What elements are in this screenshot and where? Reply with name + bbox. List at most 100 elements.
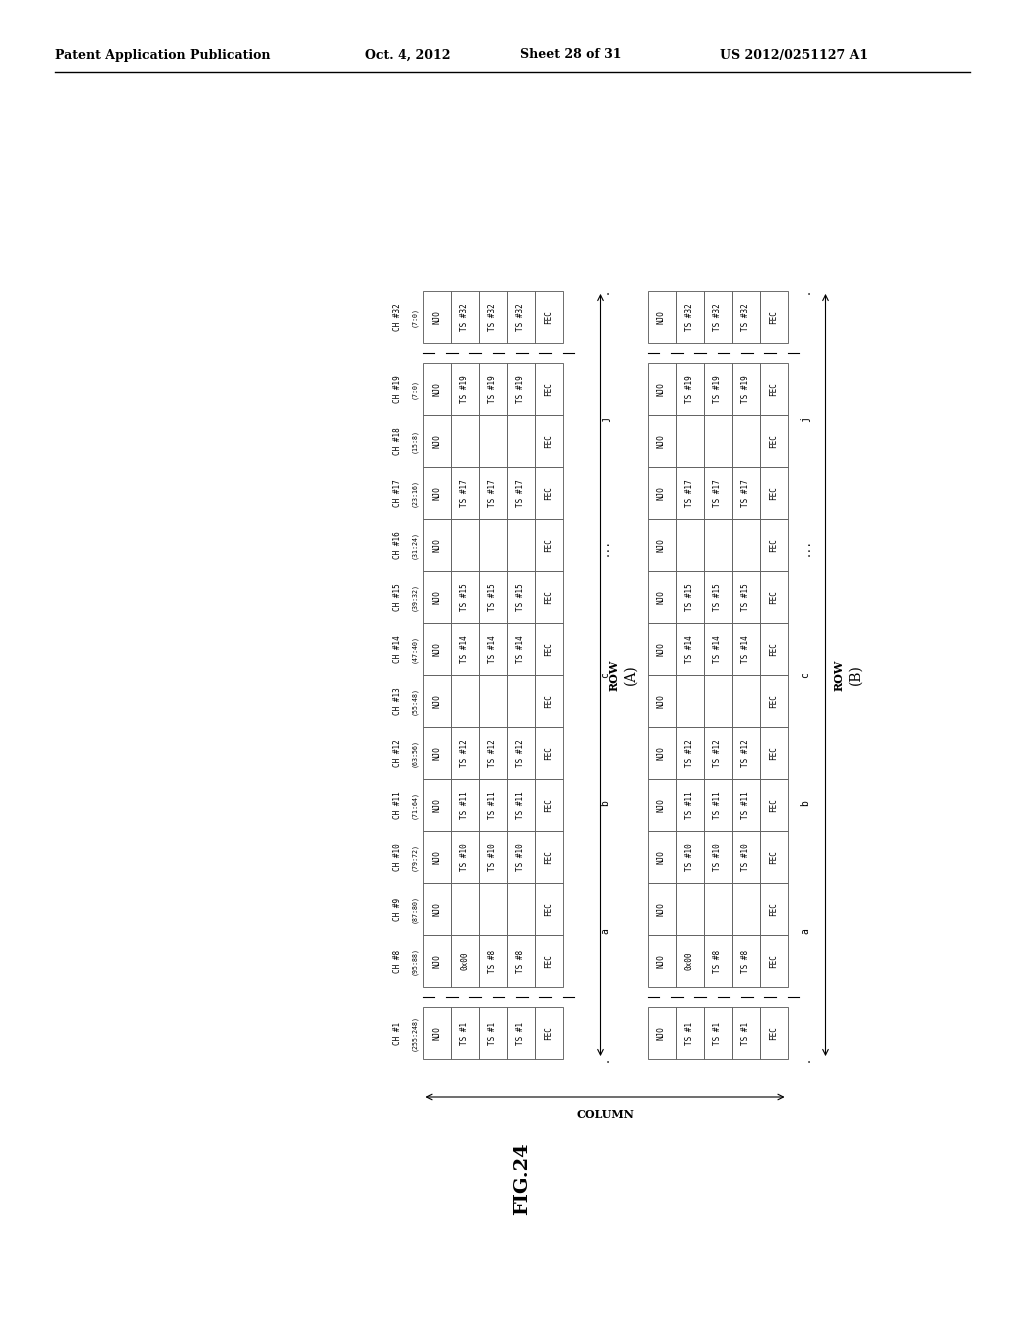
Polygon shape	[760, 1007, 787, 1059]
Text: NJO: NJO	[432, 486, 441, 500]
Text: TS #17: TS #17	[741, 479, 750, 507]
Polygon shape	[647, 414, 676, 467]
Polygon shape	[676, 572, 703, 623]
Polygon shape	[647, 572, 676, 623]
Text: NJO: NJO	[432, 590, 441, 605]
Text: (7:0): (7:0)	[412, 379, 418, 399]
Polygon shape	[451, 467, 478, 519]
Polygon shape	[478, 1007, 507, 1059]
Polygon shape	[760, 363, 787, 414]
Polygon shape	[703, 467, 731, 519]
Text: TS #19: TS #19	[741, 375, 750, 403]
Polygon shape	[535, 832, 562, 883]
Polygon shape	[760, 832, 787, 883]
Polygon shape	[535, 363, 562, 414]
Polygon shape	[760, 572, 787, 623]
Text: (63:56): (63:56)	[412, 739, 418, 767]
Polygon shape	[507, 623, 535, 675]
Polygon shape	[647, 290, 676, 343]
Polygon shape	[451, 363, 478, 414]
Polygon shape	[535, 1007, 562, 1059]
Polygon shape	[507, 467, 535, 519]
Polygon shape	[731, 935, 760, 987]
Polygon shape	[478, 414, 507, 467]
Text: FEC: FEC	[544, 902, 553, 916]
Text: FIG.24: FIG.24	[513, 1143, 531, 1216]
Polygon shape	[451, 675, 478, 727]
Text: TS #32: TS #32	[713, 304, 722, 331]
Text: c: c	[600, 672, 610, 678]
Polygon shape	[535, 727, 562, 779]
Polygon shape	[703, 414, 731, 467]
Text: CH #13: CH #13	[393, 688, 402, 715]
Polygon shape	[478, 623, 507, 675]
Polygon shape	[647, 832, 676, 883]
Polygon shape	[451, 519, 478, 572]
Text: .: .	[801, 1056, 811, 1061]
Text: (39:32): (39:32)	[412, 583, 418, 611]
Text: NJO: NJO	[432, 799, 441, 812]
Polygon shape	[703, 623, 731, 675]
Text: .: .	[600, 288, 610, 294]
Text: FEC: FEC	[544, 850, 553, 863]
Polygon shape	[535, 572, 562, 623]
Text: FEC: FEC	[769, 799, 778, 812]
Text: CH #12: CH #12	[393, 739, 402, 767]
Polygon shape	[703, 675, 731, 727]
Text: c: c	[801, 672, 811, 678]
Text: NJO: NJO	[432, 694, 441, 708]
Text: FEC: FEC	[544, 381, 553, 396]
Text: TS #19: TS #19	[460, 375, 469, 403]
Text: TS #10: TS #10	[685, 843, 694, 871]
Text: ...: ...	[600, 539, 610, 556]
Text: NJO: NJO	[657, 746, 666, 760]
Polygon shape	[676, 363, 703, 414]
Text: CH #11: CH #11	[393, 791, 402, 818]
Text: TS #32: TS #32	[460, 304, 469, 331]
Polygon shape	[535, 935, 562, 987]
Text: CH #16: CH #16	[393, 531, 402, 558]
Polygon shape	[535, 290, 562, 343]
Text: TS #10: TS #10	[713, 843, 722, 871]
Text: NJO: NJO	[657, 694, 666, 708]
Text: TS #17: TS #17	[685, 479, 694, 507]
Text: (55:48): (55:48)	[412, 686, 418, 715]
Polygon shape	[703, 519, 731, 572]
Polygon shape	[507, 675, 535, 727]
Polygon shape	[703, 779, 731, 832]
Polygon shape	[760, 727, 787, 779]
Polygon shape	[731, 779, 760, 832]
Text: FEC: FEC	[544, 746, 553, 760]
Text: FEC: FEC	[544, 1026, 553, 1040]
Text: TS #8: TS #8	[741, 949, 750, 973]
Polygon shape	[647, 727, 676, 779]
Polygon shape	[703, 935, 731, 987]
Text: NJO: NJO	[657, 539, 666, 552]
Text: TS #8: TS #8	[488, 949, 497, 973]
Text: FEC: FEC	[769, 539, 778, 552]
Polygon shape	[535, 883, 562, 935]
Text: NJO: NJO	[657, 1026, 666, 1040]
Text: TS #17: TS #17	[516, 479, 525, 507]
Text: TS #10: TS #10	[460, 843, 469, 871]
Polygon shape	[478, 727, 507, 779]
Polygon shape	[703, 290, 731, 343]
Text: TS #19: TS #19	[516, 375, 525, 403]
Text: CH #19: CH #19	[393, 375, 402, 403]
Text: ROW: ROW	[834, 659, 845, 690]
Text: TS #17: TS #17	[488, 479, 497, 507]
Text: FEC: FEC	[769, 902, 778, 916]
Polygon shape	[423, 290, 451, 343]
Polygon shape	[507, 290, 535, 343]
Text: TS #14: TS #14	[685, 635, 694, 663]
Text: TS #15: TS #15	[713, 583, 722, 611]
Text: TS #32: TS #32	[516, 304, 525, 331]
Polygon shape	[451, 572, 478, 623]
Polygon shape	[507, 935, 535, 987]
Text: TS #15: TS #15	[488, 583, 497, 611]
Polygon shape	[647, 675, 676, 727]
Text: CH #1: CH #1	[393, 1022, 402, 1044]
Text: TS #11: TS #11	[516, 791, 525, 818]
Polygon shape	[423, 832, 451, 883]
Text: FEC: FEC	[544, 486, 553, 500]
